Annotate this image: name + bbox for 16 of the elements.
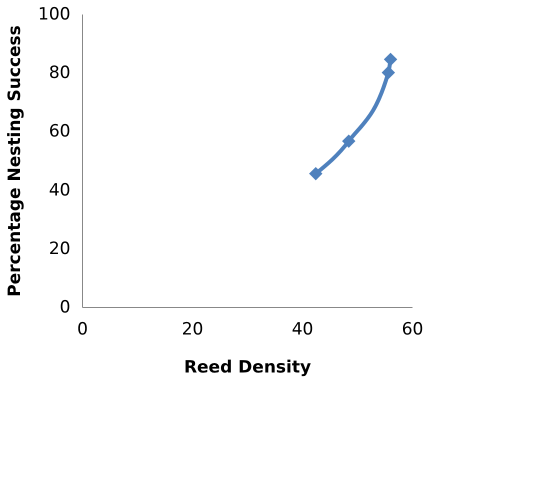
- x-tick-label: 20: [182, 320, 204, 340]
- y-tick-label: 40: [48, 180, 70, 200]
- x-tick-label: 60: [402, 320, 424, 340]
- y-tick-label: 80: [48, 63, 70, 84]
- y-axis-title: Percentage Nesting Success: [5, 25, 26, 297]
- y-tick-label: 20: [48, 238, 70, 259]
- y-tick-label: 100: [38, 4, 70, 24]
- x-tick-label: 0: [77, 320, 88, 340]
- point: [342, 134, 356, 148]
- point: [382, 66, 396, 80]
- y-tick-label: 0: [60, 298, 70, 318]
- point: [309, 166, 322, 180]
- x-tick-label: 40: [292, 320, 314, 340]
- y-tick-label: 60: [48, 122, 70, 142]
- x-axis-title: Reed Density: [184, 358, 312, 378]
- point: [384, 52, 398, 66]
